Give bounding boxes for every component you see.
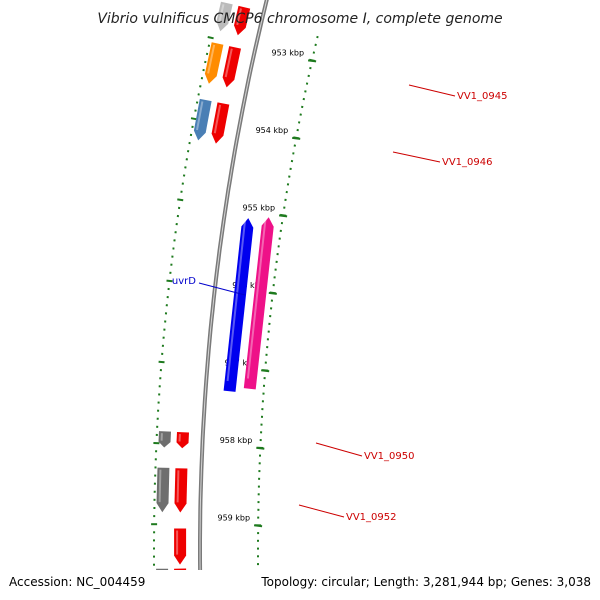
gene-feature-arrow[interactable] <box>158 431 172 448</box>
gene-label[interactable]: uvrD <box>172 276 196 287</box>
gene-callout-leader <box>198 282 246 296</box>
gene-callout-leader <box>392 151 441 163</box>
minor-tick <box>293 136 300 140</box>
gene-feature-arrow[interactable] <box>243 217 274 390</box>
map-title: Vibrio vulnificus CMCP6 chromosome I, co… <box>97 11 502 27</box>
gene-feature-arrow[interactable] <box>156 467 170 513</box>
gene-feature-arrow[interactable] <box>174 468 188 513</box>
accession-text: Accession: NC_004459 <box>9 575 145 589</box>
gene-feature-arrow[interactable] <box>176 432 190 449</box>
kbp-tick-label: 959 kbp <box>217 513 250 522</box>
gene-feature-highlight <box>176 470 180 503</box>
gene-feature-highlight <box>158 469 162 503</box>
minor-tick <box>166 279 173 283</box>
gene-feature-arrow[interactable] <box>222 46 241 88</box>
gene-callout-leader <box>408 84 456 97</box>
gene-feature-highlight <box>207 44 216 74</box>
chromosome-backbone-highlight <box>199 0 268 600</box>
minor-tick <box>269 291 276 295</box>
gene-feature-highlight <box>213 104 222 134</box>
gene-callout-leader <box>315 442 363 457</box>
gene-feature-arrow[interactable] <box>216 1 233 32</box>
minor-tick <box>158 360 165 364</box>
gene-feature-highlight <box>226 219 247 382</box>
minor-tick <box>190 117 198 121</box>
minor-tick <box>314 43 317 47</box>
minor-tick <box>262 369 269 372</box>
kbp-tick-label: 953 kbp <box>271 48 304 57</box>
minor-tick <box>207 44 211 47</box>
gene-callout-leader <box>298 504 345 518</box>
minor-tick <box>279 213 287 217</box>
kbp-tick-label: 954 kbp <box>256 126 289 135</box>
gene-feature-arrow[interactable] <box>193 98 212 141</box>
gene-features <box>156 1 274 589</box>
footer-background <box>0 570 600 600</box>
genome-summary-text: Topology: circular; Length: 3,281,944 bp… <box>260 575 591 589</box>
kbp-tick-label: 956 kbp <box>232 281 265 290</box>
gene-feature-highlight <box>236 8 242 26</box>
gene-label[interactable]: VV1_0952 <box>346 512 397 523</box>
gene-feature-highlight <box>196 101 204 131</box>
gene-feature-arrow[interactable] <box>204 42 224 84</box>
gene-feature-arrow[interactable] <box>174 528 187 565</box>
minor-tick <box>207 36 214 40</box>
gene-feature-arrow[interactable] <box>211 102 230 144</box>
minor-tick <box>308 58 316 62</box>
gene-callouts: VV1_0945 VV1_0946 uvrD VV1_0950 VV1_0952 <box>172 84 508 523</box>
gene-label[interactable]: VV1_0946 <box>442 157 493 168</box>
kbp-tick-label: 958 kbp <box>220 436 253 445</box>
kbp-tick-label: 955 kbp <box>242 203 275 212</box>
minor-tick <box>177 198 184 202</box>
gene-label[interactable]: VV1_0945 <box>457 91 508 102</box>
gene-feature-highlight <box>224 48 233 78</box>
kbp-tick-label: 957 kbp <box>225 358 258 367</box>
gene-feature-arrow[interactable] <box>234 5 251 36</box>
gene-feature-highlight <box>218 4 225 22</box>
gene-label[interactable]: VV1_0950 <box>364 451 415 462</box>
gene-feature-highlight <box>246 218 267 379</box>
gene-feature-arrow[interactable] <box>223 218 254 392</box>
